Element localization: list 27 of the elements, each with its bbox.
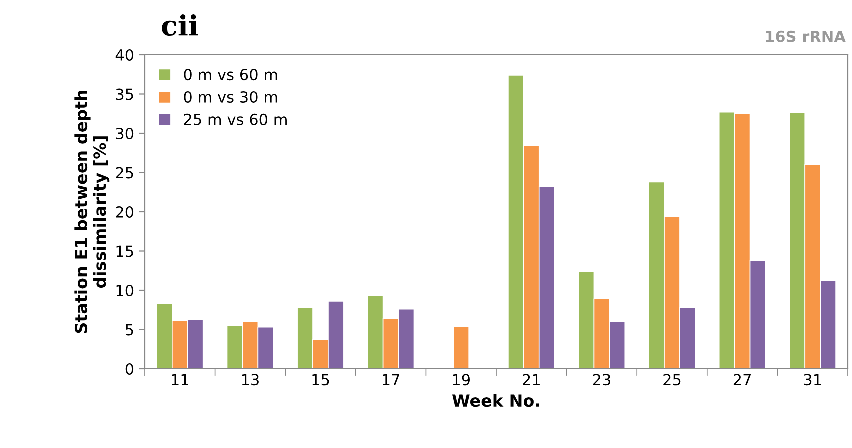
y-tick-label: 20	[116, 206, 134, 218]
y-tick-label: 30	[116, 128, 134, 140]
x-tick-label: 25	[664, 374, 681, 386]
x-tick-label: 21	[523, 374, 540, 386]
x-tick-label: 17	[383, 374, 400, 386]
x-tick-label: 27	[734, 374, 751, 386]
x-tick-label: 11	[172, 374, 188, 386]
legend-label: 0 m vs 60 m	[184, 69, 278, 81]
legend-label: 0 m vs 30 m	[184, 91, 278, 103]
x-tick-label: 13	[242, 374, 259, 386]
y-tick-label: 40	[116, 49, 134, 62]
y-tick-label: 35	[116, 88, 134, 100]
chart-subtitle: 16S rRNA	[766, 30, 846, 42]
x-tick-label: 15	[312, 374, 330, 386]
legend-label: 25 m vs 60 m	[184, 114, 287, 126]
x-tick-label: 23	[593, 374, 610, 386]
x-tick-label: 19	[453, 374, 470, 386]
x-tick-label: 31	[804, 374, 822, 386]
y-tick-label: 25	[116, 167, 134, 179]
y-tick-label: 15	[116, 246, 134, 258]
chart-title: cii	[162, 14, 198, 36]
bar	[453, 326, 470, 369]
y-tick-label: 10	[116, 284, 134, 297]
x-axis-title: Week No.	[452, 394, 540, 408]
y-tick-label: 0	[126, 363, 134, 376]
y-axis-title: Station E1 between depth dissimilarity [%]	[74, 90, 110, 334]
y-tick-label: 5	[126, 324, 134, 336]
